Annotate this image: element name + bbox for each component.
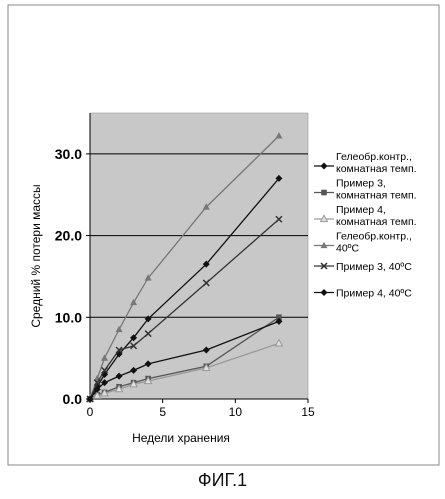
legend-label: Пример 3, 40ºC: [336, 261, 412, 273]
figure-caption: ФИГ.1: [0, 470, 445, 491]
x-tick-label: 0: [87, 405, 94, 419]
y-tick-label: 20.0: [55, 228, 82, 244]
x-tick-label: 15: [301, 405, 315, 419]
legend-label: 40ºC: [336, 243, 360, 255]
legend-label: комнатная темп.: [336, 190, 417, 202]
legend-label: Пример 4, 40ºC: [336, 288, 412, 300]
legend-label: Гелеобр.контр.,: [336, 231, 412, 243]
legend-swatch-marker: [321, 190, 327, 196]
x-tick-label: 5: [159, 405, 166, 419]
legend-label: Пример 3,: [336, 178, 386, 190]
y-tick-label: 30.0: [55, 146, 82, 162]
legend-label: комнатная темп.: [336, 216, 417, 228]
legend-label: Пример 4,: [336, 204, 386, 216]
y-tick-label: 10.0: [55, 309, 82, 325]
y-tick-label: 0.0: [63, 391, 83, 407]
legend-label: Гелеобр.контр.,: [336, 151, 412, 163]
x-tick-label: 10: [229, 405, 243, 419]
plot-area: [90, 113, 308, 399]
y-axis-label: Средний % потери массы: [29, 184, 43, 327]
legend-label: комнатная темп.: [336, 163, 417, 175]
x-axis-label: Недели хранения: [132, 431, 230, 445]
